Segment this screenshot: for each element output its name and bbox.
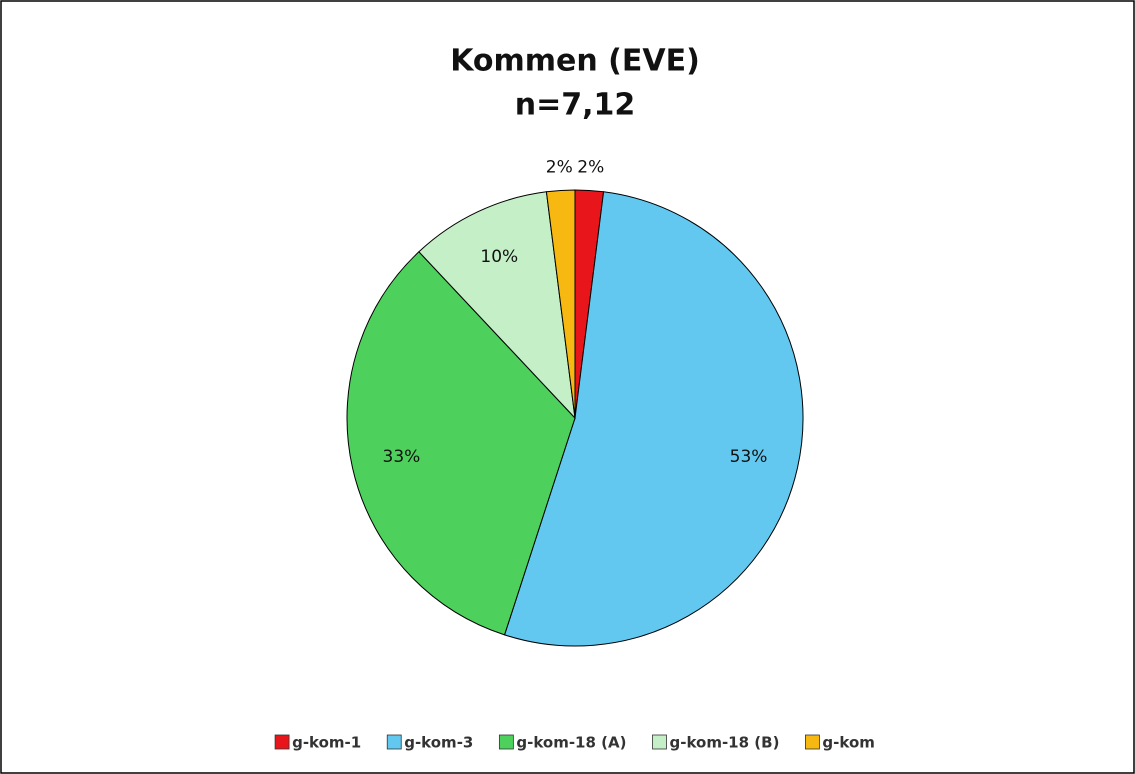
legend-label: g-kom-18 (A) <box>516 734 626 752</box>
legend-label: g-kom-3 <box>404 734 473 752</box>
legend-swatch <box>274 734 290 750</box>
legend-label: g-kom-18 (B) <box>669 734 779 752</box>
legend-swatch <box>805 734 820 750</box>
data-label: 2% <box>577 158 604 178</box>
pie-slice <box>418 191 576 420</box>
data-label: 33% <box>383 447 421 467</box>
pie-slice <box>346 251 576 636</box>
legend-swatch <box>498 734 514 750</box>
legend-swatch <box>386 734 402 750</box>
legend-label: g-kom-1 <box>292 734 361 752</box>
data-label: 10% <box>480 247 518 267</box>
pie-slice <box>503 191 804 647</box>
chart-title: Kommen (EVE) <box>450 44 700 79</box>
data-label: 2% <box>546 158 573 178</box>
pie-slice <box>545 189 576 419</box>
data-label: 53% <box>730 447 768 467</box>
legend-swatch <box>652 734 667 750</box>
legend-label: g-kom <box>822 734 874 752</box>
chart-subtitle: n=7,12 <box>515 88 636 123</box>
